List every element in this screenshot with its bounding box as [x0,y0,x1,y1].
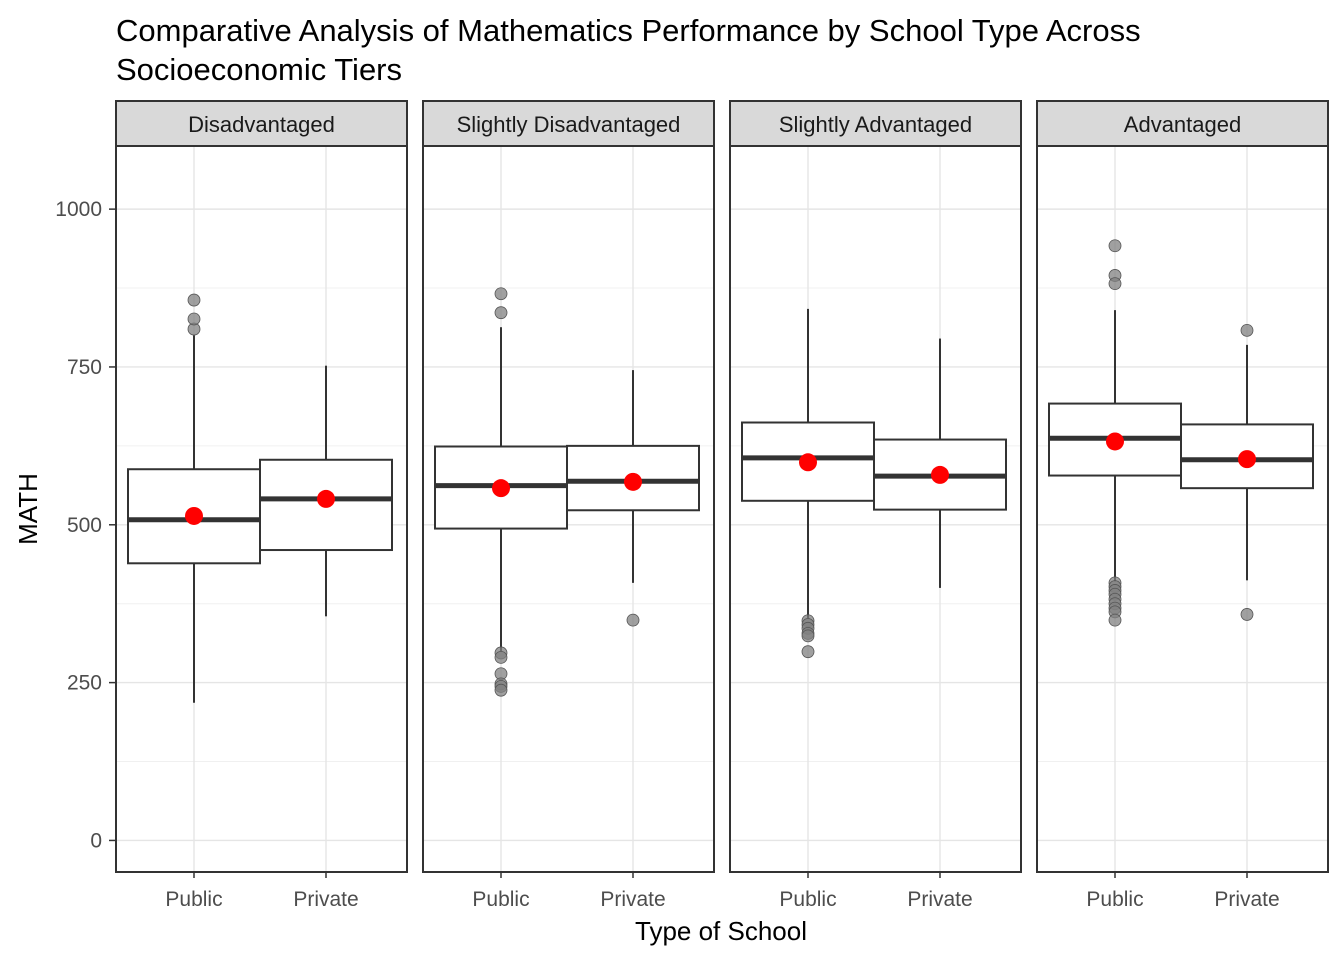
outlier-point [494,306,508,320]
outlier-point [494,683,508,697]
y-tick-label: 500 [67,514,102,537]
outlier-point [1240,608,1254,621]
mean-point [185,506,203,525]
mean-point [799,453,817,472]
mean-point [1106,432,1124,451]
x-tick-label: Public [1086,888,1143,911]
facet-strip [729,100,1022,147]
facet-strip [1036,100,1329,147]
outlier-point [801,645,815,659]
boxplot [259,365,393,617]
boxplot [1048,239,1182,627]
y-tick-label: 0 [90,829,102,852]
outlier-point [801,629,815,643]
facet-panel: Slightly Advantaged Public Private [729,100,1022,911]
boxplot [566,370,700,627]
boxplot [741,308,875,659]
outlier-point [187,293,201,307]
facet-strip-label: Slightly Disadvantaged [457,112,681,137]
y-tick-label: 1000 [55,198,102,221]
facet-strip [422,100,715,147]
outlier-point [494,650,508,664]
y-tick-label: 750 [67,356,102,379]
x-tick-label: Private [600,888,665,911]
chart-title-line-1: Comparative Analysis of Mathematics Perf… [116,13,1141,48]
mean-point [492,479,510,498]
x-tick-label: Private [907,888,972,911]
facet-strip-label: Slightly Advantaged [779,112,972,137]
y-tick-label: 250 [67,672,102,695]
outlier-point [1240,323,1254,337]
facet-panel: Slightly Disadvantaged Public Private [422,100,715,911]
outlier-point [626,613,640,627]
boxplot [1180,323,1314,621]
y-axis-title: MATH [13,473,43,545]
x-tick-label: Private [1214,888,1279,911]
x-tick-label: Public [472,888,529,911]
x-tick-label: Public [779,888,836,911]
x-tick-label: Public [165,888,222,911]
boxplot [873,338,1007,588]
facet-strip-label: Disadvantaged [188,112,335,137]
panel-background [1037,146,1328,872]
x-tick-label: Private [293,888,358,911]
chart-title-line-2: Socioeconomic Tiers [116,52,402,87]
facet-strip [115,100,408,147]
outlier-point [1108,239,1122,253]
boxplot [127,293,261,703]
y-axis: 0 250 500 750 1000 [55,198,116,852]
facet-panel: Advantaged Public Private [1036,100,1329,911]
mean-point [317,489,335,508]
outlier-point [187,312,201,326]
outlier-point [1108,613,1122,627]
mean-point [624,472,642,491]
outlier-point [494,287,508,301]
outlier-point [1108,277,1122,291]
mean-point [1238,450,1256,469]
facet-strip-label: Advantaged [1124,112,1241,137]
mean-point [931,465,949,484]
facet-panel: Disadvantaged Public Private [115,100,408,911]
x-axis-title: Type of School [635,916,807,946]
